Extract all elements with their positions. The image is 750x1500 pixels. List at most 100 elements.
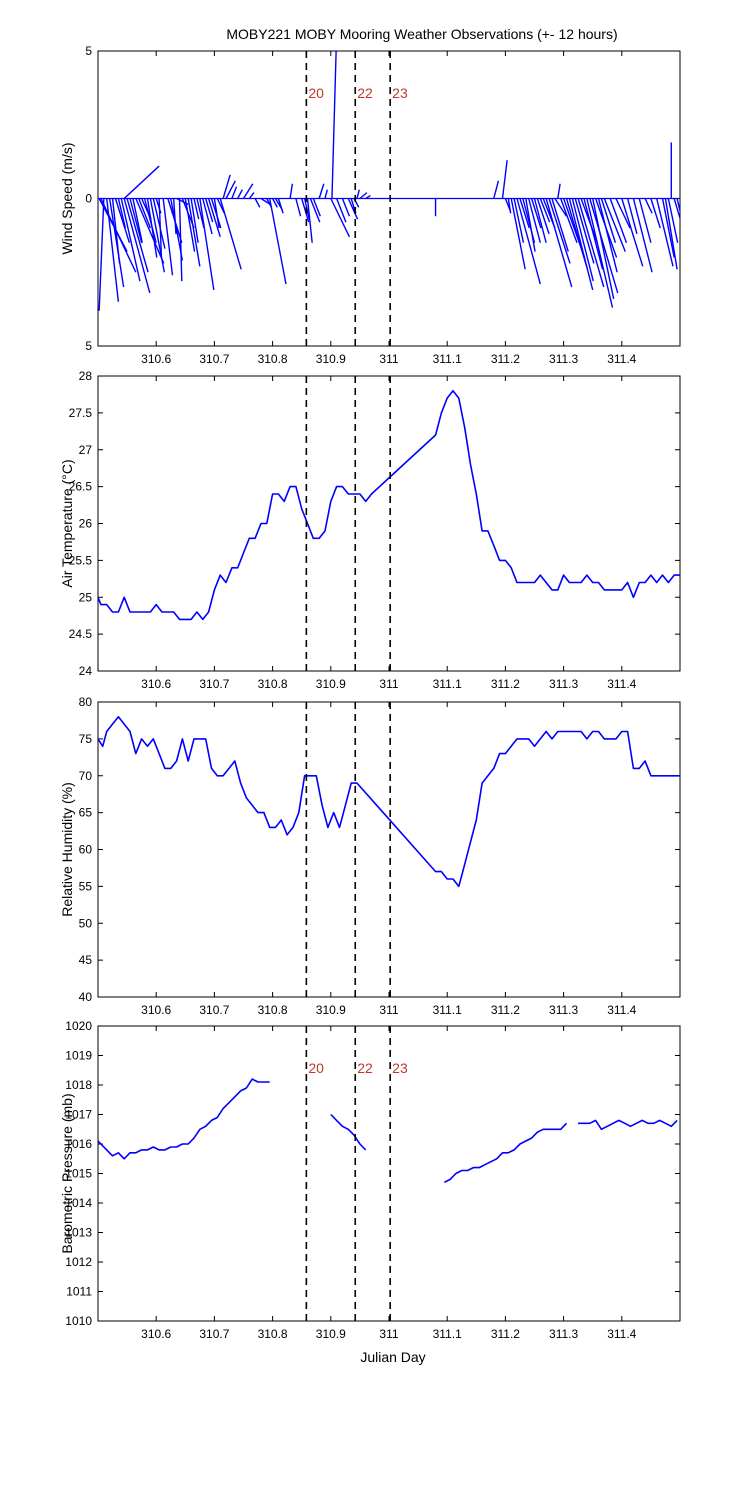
y-tick-label: 1015 xyxy=(65,1167,92,1181)
wind-stick xyxy=(530,198,542,229)
wind-stick xyxy=(120,198,141,282)
wind-stick xyxy=(545,198,573,288)
wind-stick xyxy=(557,183,561,199)
humidity-y-axis-label: Relative Humidity (%) xyxy=(59,782,75,917)
x-tick-label: 310.6 xyxy=(141,677,171,691)
wind-stick xyxy=(117,198,127,229)
y-tick-label: 1012 xyxy=(65,1255,92,1269)
wind-stick xyxy=(193,198,200,220)
event-marker-label: 23 xyxy=(392,85,408,101)
x-tick-label: 310.7 xyxy=(199,677,229,691)
wind-stick xyxy=(146,198,158,258)
y-tick-label: 75 xyxy=(79,732,93,746)
x-tick-label: 311 xyxy=(379,1327,398,1341)
pressure-series-line xyxy=(578,1119,678,1131)
figure-title: MOBY221 MOBY Mooring Weather Observation… xyxy=(226,26,617,42)
y-tick-label: 1017 xyxy=(65,1108,92,1122)
humidity-axes-box xyxy=(97,701,681,998)
wind-stick xyxy=(539,198,551,223)
wind-stick xyxy=(621,198,644,267)
wind-stick xyxy=(129,198,143,243)
wind-stick xyxy=(106,198,120,302)
y-tick-label: 70 xyxy=(79,769,93,783)
wind-stick xyxy=(600,198,617,243)
wind-plot-area xyxy=(98,51,680,311)
event-marker-label: 23 xyxy=(392,1060,408,1076)
wind-stick xyxy=(172,198,177,234)
y-tick-label: 1020 xyxy=(65,1019,92,1033)
wind-stick xyxy=(132,198,143,243)
wind-stick xyxy=(356,189,360,199)
wind-stick xyxy=(347,198,359,220)
wind-stick xyxy=(330,198,351,238)
x-tick-label: 311.1 xyxy=(433,1003,462,1017)
wind-stick xyxy=(126,198,149,273)
x-tick-label: 310.9 xyxy=(316,352,346,366)
wind-stick xyxy=(365,194,371,200)
wind-stick xyxy=(138,198,152,229)
wind-stick xyxy=(676,198,680,214)
wind-stick xyxy=(626,198,638,235)
wind-stick xyxy=(162,198,174,276)
wind-stick xyxy=(309,198,321,223)
wind-stick xyxy=(615,198,631,229)
wind-stick xyxy=(507,198,512,214)
wind-stick xyxy=(269,198,287,285)
wind-stick xyxy=(184,198,196,252)
y-tick-label: 27.5 xyxy=(69,406,93,420)
wind-stick xyxy=(242,183,254,199)
y-tick-label: 25.5 xyxy=(69,553,93,567)
pressure-y-axis-label: Barometric Pressure (mb) xyxy=(59,1093,75,1253)
y-tick-label: 1019 xyxy=(65,1049,92,1063)
y-tick-label: 1018 xyxy=(65,1078,92,1092)
humidity-series-line xyxy=(98,715,680,888)
wind-stick xyxy=(135,198,165,264)
x-tick-label: 310.6 xyxy=(141,1327,171,1341)
event-marker-label: 20 xyxy=(308,1060,324,1076)
wind-stick xyxy=(536,198,550,235)
x-tick-label: 311.3 xyxy=(549,677,578,691)
wind-stick xyxy=(331,51,337,199)
pressure-series-line xyxy=(443,1122,568,1184)
wind-y-axis-label: Wind Speed (m/s) xyxy=(59,142,75,254)
wind-stick xyxy=(237,189,243,199)
wind-stick xyxy=(114,198,131,243)
x-tick-label: 311.1 xyxy=(433,1327,462,1341)
wind-stick xyxy=(271,198,278,208)
x-tick-label: 311 xyxy=(379,352,398,366)
y-tick-label: 5 xyxy=(85,339,92,353)
wind-stick xyxy=(592,198,615,299)
x-tick-label: 311.1 xyxy=(433,352,462,366)
wind-stick xyxy=(152,198,166,249)
wind-stick xyxy=(187,198,201,267)
x-tick-label: 311.1 xyxy=(433,677,462,691)
wind-stick xyxy=(516,198,541,285)
x-tick-label: 310.9 xyxy=(316,1003,346,1017)
wind-stick xyxy=(199,198,215,291)
wind-stick xyxy=(577,198,605,288)
wind-stick xyxy=(196,198,205,229)
pressure-series-line xyxy=(98,1078,270,1160)
event-marker-label: 22 xyxy=(357,85,373,101)
wind-stick xyxy=(359,192,368,200)
x-tick-label: 311.4 xyxy=(607,1327,636,1341)
y-tick-label: 50 xyxy=(79,916,93,930)
wind-stick xyxy=(204,198,214,223)
x-tick-label: 310.8 xyxy=(258,1327,288,1341)
wind-stick xyxy=(111,198,121,264)
y-tick-label: 1013 xyxy=(65,1226,92,1240)
y-tick-label: 5 xyxy=(85,44,92,58)
wind-stick xyxy=(324,189,328,199)
wind-stick xyxy=(554,198,568,217)
wind-stick xyxy=(493,180,500,199)
wind-stick xyxy=(301,198,310,223)
wind-stick xyxy=(295,198,302,217)
wind-stick xyxy=(202,198,213,235)
x-tick-label: 311.3 xyxy=(549,1003,578,1017)
wind-stick xyxy=(318,183,325,199)
wind-stick xyxy=(597,198,618,273)
x-tick-label: 311 xyxy=(379,677,398,691)
x-tick-label: 310.9 xyxy=(316,677,346,691)
wind-stick xyxy=(341,198,351,217)
